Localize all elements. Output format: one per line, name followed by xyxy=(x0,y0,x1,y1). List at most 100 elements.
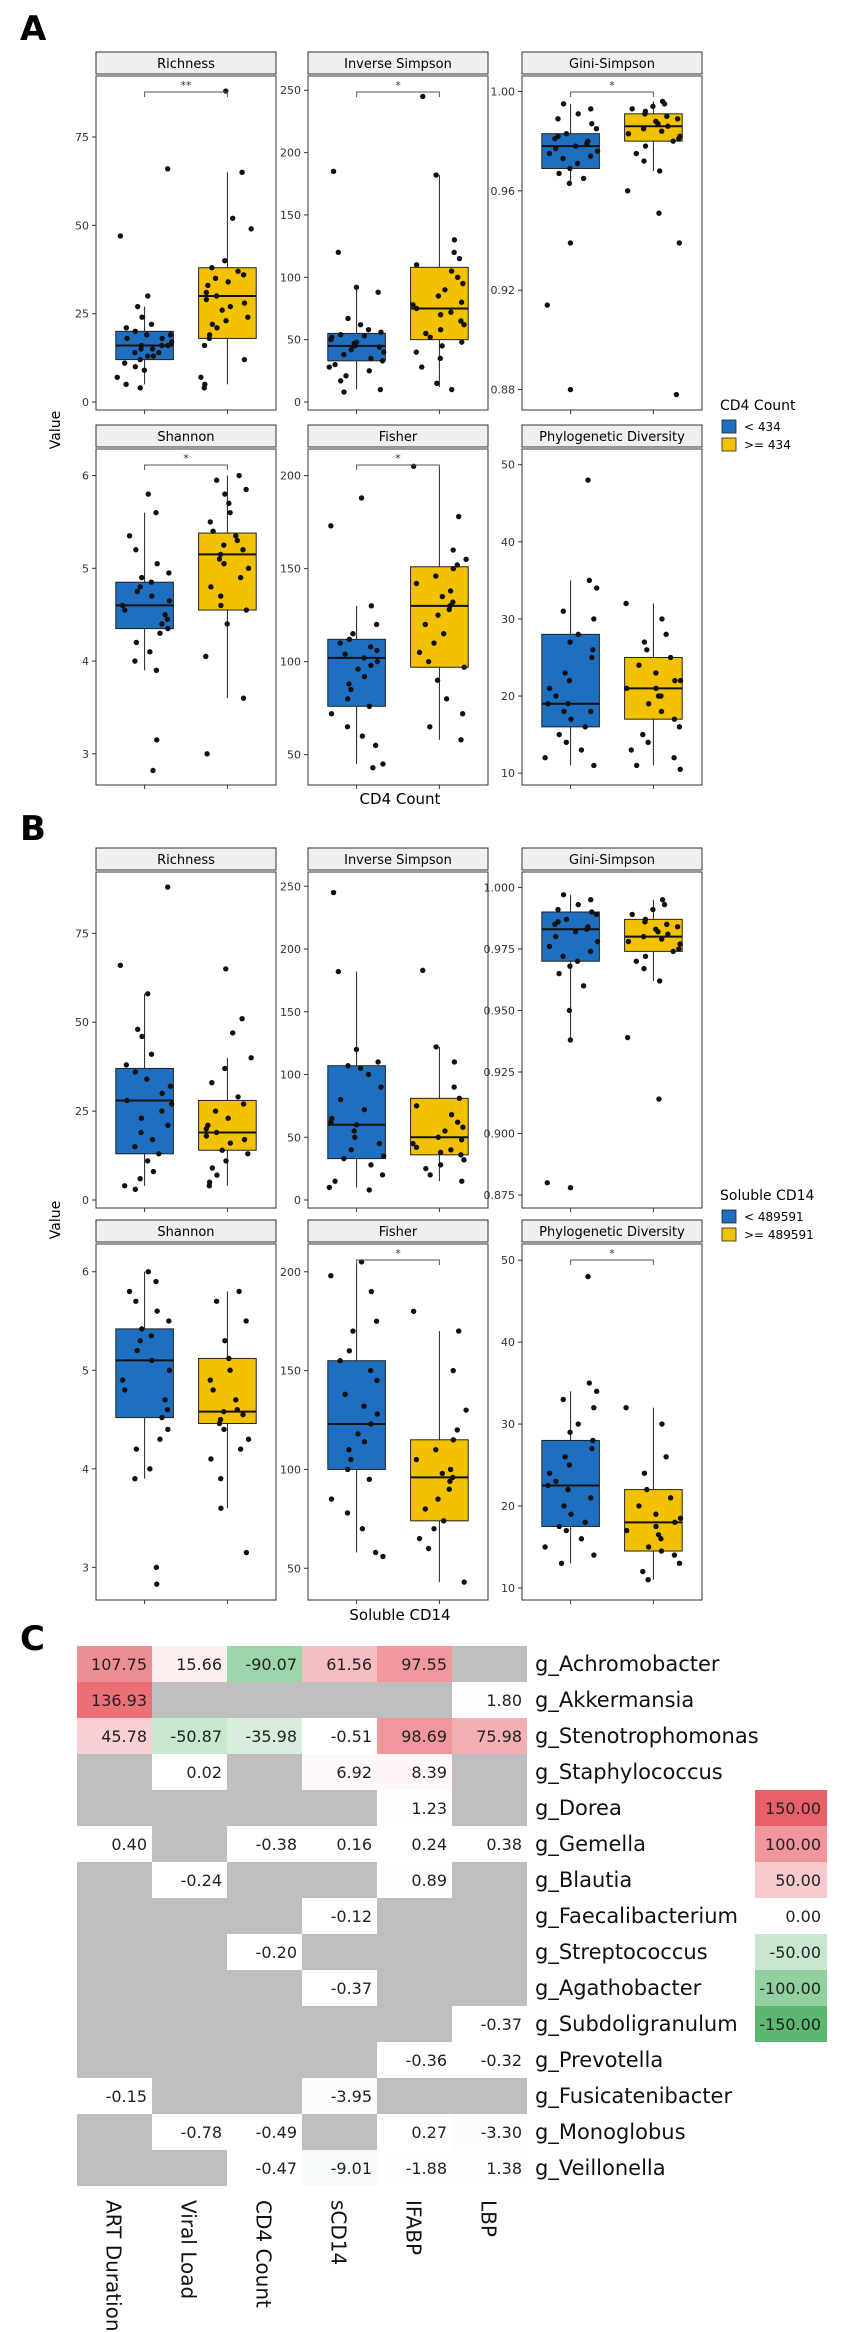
data-point xyxy=(590,647,596,653)
heatmap-cell-value: -0.78 xyxy=(181,2123,222,2142)
data-point xyxy=(348,1456,354,1463)
data-point xyxy=(352,1134,358,1140)
data-point xyxy=(368,662,374,669)
data-point xyxy=(166,1367,173,1373)
data-point xyxy=(437,1162,444,1168)
data-point xyxy=(458,299,465,305)
data-point xyxy=(625,938,632,945)
data-point xyxy=(219,1147,225,1153)
y-tick-label: 50 xyxy=(75,1016,89,1029)
heatmap-cell-value: -9.01 xyxy=(331,2159,372,2178)
data-point xyxy=(332,361,338,368)
data-point xyxy=(156,349,162,356)
data-point xyxy=(164,884,171,890)
data-point xyxy=(355,1431,361,1437)
facet-richness: Richness 0 25 50 75 xyxy=(75,847,277,1212)
y-axis-label: Value xyxy=(48,411,64,449)
y-tick-label: 100 xyxy=(280,271,301,284)
data-point xyxy=(422,1506,429,1512)
data-point xyxy=(147,649,153,655)
data-point xyxy=(575,901,581,908)
data-point xyxy=(456,255,463,262)
heatmap-cell xyxy=(152,1682,227,1718)
data-point xyxy=(223,1158,229,1164)
facet-strip xyxy=(95,51,277,75)
y-tick-label: 40 xyxy=(501,1336,515,1349)
data-point xyxy=(361,1403,367,1409)
heatmap-row-label: g_Blautia xyxy=(535,1868,632,1893)
data-point xyxy=(446,1486,452,1492)
facet-gini-simpson: Gini-Simpson 0.875 0.900 0.925 0.950 0.975 1.0… xyxy=(484,847,703,1212)
y-tick-label: 0.950 xyxy=(484,1004,516,1017)
data-point xyxy=(123,381,129,388)
facet-strip xyxy=(521,424,703,448)
data-point xyxy=(433,573,439,579)
data-point xyxy=(154,1581,160,1587)
data-point xyxy=(373,621,380,628)
data-point xyxy=(218,593,224,599)
data-point xyxy=(219,307,225,313)
data-point xyxy=(593,1388,600,1394)
data-point xyxy=(119,602,126,609)
data-point xyxy=(342,1391,348,1398)
data-point xyxy=(625,130,632,137)
y-tick-label: 200 xyxy=(280,943,301,956)
data-point xyxy=(449,386,455,393)
data-point xyxy=(123,1062,130,1068)
data-point xyxy=(380,1553,386,1560)
data-point xyxy=(138,1129,144,1136)
data-point xyxy=(241,356,248,363)
data-point xyxy=(546,685,553,692)
data-point xyxy=(345,1063,351,1069)
y-tick-label: 200 xyxy=(280,470,301,483)
data-point xyxy=(221,1408,227,1415)
data-point xyxy=(456,1095,463,1102)
data-point xyxy=(460,1124,466,1130)
data-point xyxy=(572,928,579,935)
group-high xyxy=(198,1288,257,1556)
data-point xyxy=(439,593,446,600)
group-high xyxy=(198,966,257,1189)
data-point xyxy=(345,315,351,322)
data-point xyxy=(458,1137,465,1143)
data-point xyxy=(346,636,353,643)
data-point xyxy=(420,967,426,974)
data-point xyxy=(443,696,450,702)
data-point xyxy=(665,123,671,129)
heatmap-cell xyxy=(152,1970,227,2006)
heatmap-row: 136.93 1.80 g_Akkermansia xyxy=(77,1682,694,1718)
data-point xyxy=(578,1536,585,1542)
data-point xyxy=(656,210,662,216)
y-tick-label: 0 xyxy=(82,396,89,409)
data-point xyxy=(568,716,574,722)
data-point xyxy=(674,924,681,930)
data-point xyxy=(641,639,648,645)
heatmap-cell xyxy=(152,1790,227,1826)
data-point xyxy=(460,280,466,287)
y-tick-label: 50 xyxy=(75,219,89,232)
y-tick-label: 3 xyxy=(82,1561,89,1574)
data-point xyxy=(410,1140,416,1147)
data-point xyxy=(137,385,143,391)
data-point xyxy=(330,168,337,174)
data-point xyxy=(159,335,165,342)
heatmap-row: -0.37 g_Subdoligranulum xyxy=(77,2006,738,2042)
data-point xyxy=(222,257,228,264)
data-point xyxy=(114,374,120,380)
heatmap-cell xyxy=(227,2042,302,2078)
data-point xyxy=(162,1397,168,1403)
heatmap-cell-value: 98.69 xyxy=(401,1727,447,1746)
heatmap-cell xyxy=(227,1682,302,1718)
facet-title: Richness xyxy=(157,57,215,72)
data-point xyxy=(237,1446,244,1452)
y-tick-label: 150 xyxy=(280,1365,301,1378)
data-point xyxy=(593,911,600,918)
data-point xyxy=(139,314,145,320)
heatmap-cell xyxy=(452,2078,527,2114)
heatmap-row-label: g_Faecalibacterium xyxy=(535,1904,738,1929)
facet-strip xyxy=(95,847,277,871)
data-point xyxy=(546,1470,553,1476)
data-point xyxy=(225,279,231,285)
facet-inverse-simpson: Inverse Simpson 0 50 100 150 200 250 xyxy=(280,847,489,1212)
